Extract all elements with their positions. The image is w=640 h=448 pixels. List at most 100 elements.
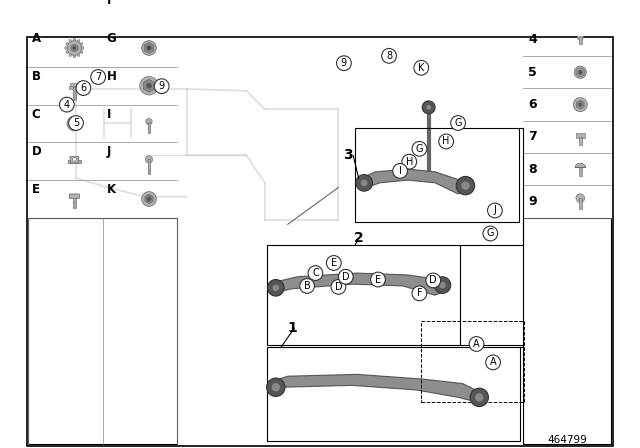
Circle shape xyxy=(69,39,72,42)
Circle shape xyxy=(483,226,498,241)
Circle shape xyxy=(360,179,368,186)
Bar xyxy=(148,122,150,133)
Text: F: F xyxy=(106,0,115,7)
Circle shape xyxy=(146,118,152,125)
Text: I: I xyxy=(106,108,111,121)
Text: C: C xyxy=(312,268,319,278)
Circle shape xyxy=(145,5,153,12)
Bar xyxy=(148,159,150,174)
Circle shape xyxy=(576,68,585,77)
Text: 4: 4 xyxy=(528,34,537,47)
Circle shape xyxy=(579,103,582,106)
Bar xyxy=(576,134,585,138)
Polygon shape xyxy=(575,163,586,168)
Circle shape xyxy=(147,197,151,201)
Text: D: D xyxy=(32,145,42,158)
Text: A: A xyxy=(473,339,480,349)
Text: D: D xyxy=(342,272,349,282)
Circle shape xyxy=(147,46,151,50)
Bar xyxy=(579,37,582,44)
Circle shape xyxy=(267,378,285,396)
Circle shape xyxy=(326,256,341,270)
Circle shape xyxy=(268,280,284,296)
Text: J: J xyxy=(493,206,497,215)
Polygon shape xyxy=(271,273,444,295)
Circle shape xyxy=(381,48,396,63)
Bar xyxy=(267,347,520,441)
Circle shape xyxy=(451,116,465,130)
Bar xyxy=(72,198,76,208)
Circle shape xyxy=(141,192,156,207)
Bar xyxy=(579,137,582,145)
Circle shape xyxy=(573,98,588,112)
Circle shape xyxy=(412,286,427,301)
Circle shape xyxy=(73,55,76,58)
Text: K: K xyxy=(418,63,424,73)
Circle shape xyxy=(77,39,80,42)
Polygon shape xyxy=(577,100,584,109)
Text: H: H xyxy=(442,137,450,146)
Circle shape xyxy=(475,393,484,402)
Bar xyxy=(68,160,81,163)
Text: I: I xyxy=(399,166,401,176)
Text: 5: 5 xyxy=(73,118,79,128)
Circle shape xyxy=(331,280,346,294)
Polygon shape xyxy=(531,0,609,16)
Polygon shape xyxy=(269,375,481,402)
Circle shape xyxy=(439,134,454,149)
Circle shape xyxy=(67,116,82,131)
Text: 2: 2 xyxy=(354,231,364,245)
Circle shape xyxy=(77,54,80,56)
Text: G: G xyxy=(454,118,462,128)
Circle shape xyxy=(91,69,106,84)
Bar xyxy=(70,83,79,86)
Circle shape xyxy=(141,41,156,56)
Text: H: H xyxy=(406,157,413,167)
Circle shape xyxy=(339,269,353,284)
Circle shape xyxy=(65,47,67,49)
Circle shape xyxy=(72,121,77,126)
Circle shape xyxy=(422,101,435,114)
Bar xyxy=(145,9,154,11)
Text: 464799: 464799 xyxy=(547,435,587,445)
Circle shape xyxy=(574,66,586,78)
Circle shape xyxy=(68,116,83,130)
Bar xyxy=(524,218,611,444)
Bar xyxy=(579,198,582,209)
Bar xyxy=(355,128,519,223)
Text: A: A xyxy=(490,358,497,367)
Circle shape xyxy=(486,355,500,370)
Text: A: A xyxy=(32,32,41,45)
Bar xyxy=(421,321,524,402)
Circle shape xyxy=(337,56,351,70)
Circle shape xyxy=(66,51,68,53)
Polygon shape xyxy=(144,43,154,53)
Text: 8: 8 xyxy=(386,51,392,61)
Circle shape xyxy=(69,54,72,56)
Text: 5: 5 xyxy=(528,66,537,79)
Text: 3: 3 xyxy=(343,148,353,162)
Circle shape xyxy=(426,273,440,288)
Circle shape xyxy=(73,39,76,41)
Circle shape xyxy=(577,34,584,40)
Bar xyxy=(69,86,80,89)
Polygon shape xyxy=(69,119,79,128)
Text: D: D xyxy=(335,282,342,292)
Circle shape xyxy=(371,272,385,287)
Text: E: E xyxy=(375,275,381,284)
Circle shape xyxy=(70,44,78,52)
Polygon shape xyxy=(145,194,153,203)
Circle shape xyxy=(80,43,83,45)
Text: G: G xyxy=(486,228,494,238)
Circle shape xyxy=(81,47,84,49)
Text: H: H xyxy=(106,70,116,83)
Circle shape xyxy=(66,43,68,45)
Circle shape xyxy=(308,266,323,280)
Circle shape xyxy=(80,51,83,53)
Text: D: D xyxy=(429,276,437,285)
Text: 9: 9 xyxy=(341,58,347,68)
Polygon shape xyxy=(143,79,154,92)
Text: 9: 9 xyxy=(528,195,537,208)
Circle shape xyxy=(470,388,488,407)
Bar xyxy=(267,246,460,345)
